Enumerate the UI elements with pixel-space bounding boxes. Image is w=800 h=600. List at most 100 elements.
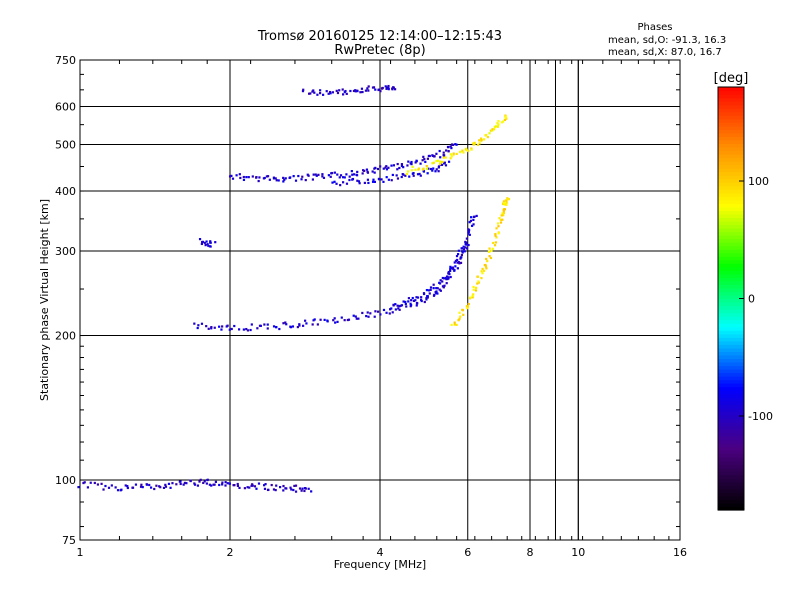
data-point	[319, 89, 322, 92]
data-point	[447, 272, 450, 275]
data-point	[185, 482, 188, 485]
data-points	[77, 84, 510, 493]
data-point	[207, 244, 210, 247]
data-point	[266, 327, 269, 330]
data-point	[453, 321, 456, 324]
data-point	[371, 180, 375, 183]
data-point	[251, 483, 254, 486]
chart-subtitle: RwPretec (8p)	[334, 43, 425, 58]
data-point	[104, 484, 107, 488]
data-point	[256, 327, 259, 330]
data-point	[283, 178, 286, 181]
data-point	[458, 311, 461, 314]
data-point	[322, 176, 326, 179]
data-point	[495, 236, 498, 239]
data-point	[272, 177, 276, 180]
data-point	[272, 325, 276, 328]
data-point	[275, 326, 278, 329]
data-point	[380, 178, 383, 181]
data-point	[426, 157, 430, 160]
data-point	[480, 139, 483, 142]
data-point	[374, 88, 377, 91]
data-point	[255, 176, 258, 179]
data-point	[466, 307, 469, 310]
data-point	[352, 173, 356, 176]
data-point	[265, 175, 269, 178]
data-point	[258, 176, 261, 179]
data-point	[496, 125, 499, 128]
data-point	[272, 488, 276, 491]
data-point	[93, 481, 96, 485]
colorbar-segment	[718, 506, 744, 511]
data-point	[164, 483, 167, 486]
data-point	[459, 261, 463, 264]
data-point	[402, 166, 405, 169]
data-point	[447, 276, 450, 279]
data-point	[433, 293, 436, 296]
data-point	[210, 326, 213, 329]
data-point	[394, 308, 397, 311]
data-point	[442, 154, 445, 157]
colorbar-segment	[718, 277, 744, 282]
data-point	[253, 485, 257, 488]
data-point	[474, 289, 478, 292]
data-point	[432, 167, 435, 170]
data-point	[126, 484, 129, 488]
data-point	[421, 159, 424, 162]
data-point	[434, 170, 437, 173]
data-point	[312, 319, 315, 322]
data-point	[140, 483, 143, 486]
data-point	[475, 214, 478, 218]
data-point	[477, 280, 480, 283]
data-point	[376, 167, 380, 171]
data-point	[429, 167, 433, 171]
data-point	[488, 132, 491, 135]
x-axis-label: Frequency [MHz]	[334, 558, 426, 571]
data-point	[441, 160, 444, 164]
data-point	[116, 489, 120, 492]
data-point	[82, 481, 85, 485]
colorbar-segment	[718, 213, 744, 219]
data-point	[352, 89, 356, 93]
data-point	[120, 488, 123, 491]
data-point	[448, 272, 451, 276]
data-point	[385, 168, 389, 171]
data-point	[238, 486, 241, 490]
data-point	[467, 232, 470, 235]
colorbar-segment	[718, 351, 744, 356]
data-point	[422, 169, 425, 173]
data-point	[114, 486, 117, 489]
data-point	[155, 484, 158, 487]
colorbar-segment	[718, 161, 744, 166]
data-point	[435, 168, 438, 171]
data-point	[369, 312, 372, 315]
data-point	[504, 116, 507, 119]
data-point	[494, 234, 497, 237]
data-point	[392, 86, 395, 89]
data-point	[454, 265, 457, 268]
data-point	[346, 318, 349, 322]
data-point	[437, 170, 440, 173]
data-point	[394, 303, 397, 306]
data-point	[429, 286, 433, 289]
data-point	[213, 483, 216, 486]
data-point	[462, 151, 465, 154]
data-point	[476, 275, 480, 278]
data-point	[335, 89, 338, 92]
colorbar-segment	[718, 379, 744, 384]
data-point	[255, 487, 258, 490]
data-point	[460, 253, 463, 257]
data-point	[431, 162, 434, 165]
data-point	[390, 164, 393, 167]
data-point	[407, 297, 411, 300]
data-point	[372, 178, 375, 181]
data-point	[439, 156, 442, 159]
data-point	[432, 287, 435, 290]
data-point	[164, 485, 168, 488]
colorbar-segment	[718, 499, 744, 504]
data-point	[385, 86, 389, 89]
data-point	[357, 180, 361, 183]
data-point	[224, 484, 227, 487]
data-point	[171, 482, 174, 485]
data-point	[462, 313, 465, 316]
